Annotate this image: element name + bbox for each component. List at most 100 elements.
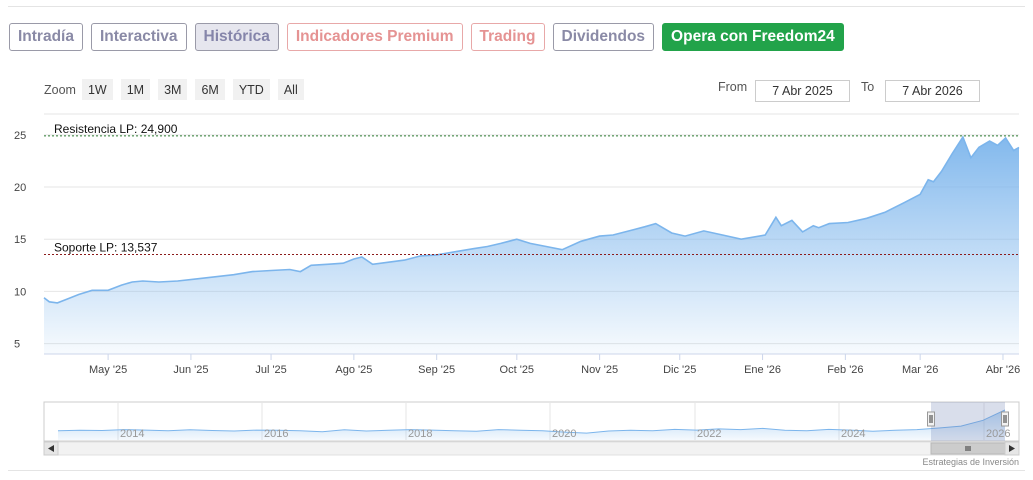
data-point[interactable]	[612, 234, 615, 237]
data-point[interactable]	[288, 268, 291, 271]
data-point[interactable]	[515, 238, 518, 241]
data-point[interactable]	[828, 222, 831, 225]
x-tick-label: Feb '26	[827, 364, 863, 376]
tab-trading[interactable]: Trading	[470, 23, 545, 51]
data-point[interactable]	[195, 278, 198, 281]
data-point[interactable]	[1018, 146, 1021, 149]
data-point[interactable]	[561, 248, 564, 251]
data-point[interactable]	[299, 270, 302, 273]
data-point[interactable]	[342, 262, 345, 265]
tab-dividendos[interactable]: Dividendos	[552, 23, 655, 51]
data-point[interactable]	[817, 226, 820, 229]
data-point[interactable]	[77, 293, 80, 296]
scrollbar[interactable]	[43, 441, 1020, 456]
data-point[interactable]	[1012, 149, 1015, 152]
navigator-year-label: 2014	[120, 428, 144, 440]
zoom-ytd-button[interactable]: YTD	[232, 79, 270, 100]
data-point[interactable]	[353, 258, 356, 261]
y-tick-label: 15	[14, 234, 26, 246]
data-point[interactable]	[919, 193, 922, 196]
data-point[interactable]	[702, 230, 705, 233]
data-point[interactable]	[131, 281, 134, 284]
data-point[interactable]	[951, 152, 954, 155]
data-point[interactable]	[214, 275, 217, 278]
data-point[interactable]	[91, 289, 94, 292]
data-point[interactable]	[361, 256, 364, 259]
to-date-input[interactable]: 7 Abr 2026	[885, 80, 980, 102]
data-point[interactable]	[141, 280, 144, 283]
data-point[interactable]	[740, 238, 743, 241]
data-point[interactable]	[56, 302, 59, 305]
data-point[interactable]	[764, 234, 767, 237]
data-point[interactable]	[865, 217, 868, 220]
data-point[interactable]	[812, 224, 815, 227]
chart-credit[interactable]: Estrategias de Inversión	[922, 457, 1019, 467]
data-point[interactable]	[473, 247, 476, 250]
data-point[interactable]	[251, 270, 254, 273]
zoom-1w-button[interactable]: 1W	[81, 79, 113, 100]
tab-intradia[interactable]: Intradía	[9, 23, 83, 51]
navigator-handle-right[interactable]	[1001, 411, 1009, 427]
data-point[interactable]	[791, 219, 794, 222]
opera-freedom24-button[interactable]: Opera con Freedom24	[662, 23, 844, 51]
data-point[interactable]	[387, 261, 390, 264]
data-point[interactable]	[176, 280, 179, 283]
series-line[interactable]	[43, 135, 1020, 304]
tab-historica[interactable]: Histórica	[194, 23, 279, 51]
data-point[interactable]	[988, 140, 991, 143]
data-point[interactable]	[978, 146, 981, 149]
data-point[interactable]	[107, 289, 110, 292]
data-point[interactable]	[996, 144, 999, 147]
navigator-labels: 2014 2016 2018 2020 2022 2024 2026	[120, 428, 1010, 440]
data-point[interactable]	[545, 245, 548, 248]
data-point[interactable]	[1004, 137, 1007, 140]
data-point[interactable]	[403, 259, 406, 262]
data-point[interactable]	[310, 264, 313, 267]
data-point[interactable]	[598, 235, 601, 238]
navigator-year-label: 2020	[552, 428, 576, 440]
navigator[interactable]: 2014 2016 2018 2020 2022 2024 2026	[43, 401, 1020, 442]
data-point[interactable]	[940, 170, 943, 173]
tab-interactiva[interactable]: Interactiva	[90, 23, 187, 51]
data-point[interactable]	[903, 201, 906, 204]
data-point[interactable]	[644, 225, 647, 228]
scrollbar-track[interactable]	[43, 441, 1020, 456]
data-point[interactable]	[847, 221, 850, 224]
data-point[interactable]	[932, 180, 935, 183]
x-tick-label: Dic '25	[663, 364, 696, 376]
data-point[interactable]	[67, 297, 70, 300]
zoom-1m-button[interactable]: 1M	[120, 79, 151, 100]
from-date-input[interactable]: 7 Abr 2025	[755, 80, 850, 102]
data-point[interactable]	[884, 211, 887, 214]
data-point[interactable]	[529, 242, 532, 245]
data-point[interactable]	[654, 222, 657, 225]
data-point[interactable]	[780, 224, 783, 227]
data-point[interactable]	[580, 240, 583, 243]
y-tick-label: 20	[14, 182, 26, 194]
data-point[interactable]	[158, 281, 161, 284]
data-point[interactable]	[801, 231, 804, 234]
data-point[interactable]	[120, 284, 123, 287]
data-point[interactable]	[232, 273, 235, 276]
navigator-selection[interactable]	[931, 402, 1005, 441]
data-point[interactable]	[48, 300, 51, 303]
tab-indicadores-premium[interactable]: Indicadores Premium	[286, 23, 463, 51]
data-point[interactable]	[486, 245, 489, 248]
data-point[interactable]	[454, 250, 457, 253]
data-point[interactable]	[270, 269, 273, 272]
data-point[interactable]	[970, 156, 973, 159]
data-point[interactable]	[43, 296, 46, 299]
data-point[interactable]	[326, 263, 329, 266]
navigator-handle-left[interactable]	[927, 411, 935, 427]
data-point[interactable]	[775, 216, 778, 219]
zoom-6m-button[interactable]: 6M	[195, 79, 225, 100]
data-point[interactable]	[927, 178, 930, 181]
data-point[interactable]	[670, 232, 673, 235]
data-point[interactable]	[499, 242, 502, 245]
data-point[interactable]	[628, 230, 631, 233]
zoom-all-button[interactable]: All	[277, 79, 304, 100]
zoom-3m-button[interactable]: 3M	[158, 79, 188, 100]
data-point[interactable]	[684, 235, 687, 238]
data-point[interactable]	[371, 263, 374, 266]
data-point[interactable]	[721, 234, 724, 237]
